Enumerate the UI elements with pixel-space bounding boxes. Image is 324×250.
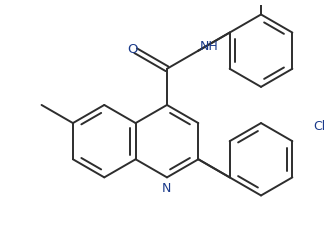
Text: O: O: [128, 43, 138, 56]
Text: NH: NH: [200, 40, 219, 53]
Text: Cl: Cl: [313, 120, 324, 133]
Text: N: N: [161, 182, 171, 194]
